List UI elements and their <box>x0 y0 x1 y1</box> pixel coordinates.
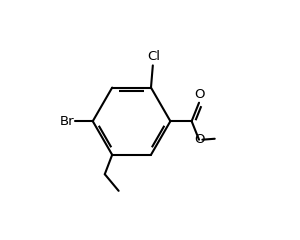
Text: O: O <box>194 133 205 146</box>
Text: Cl: Cl <box>147 50 160 63</box>
Text: Br: Br <box>60 115 74 128</box>
Text: O: O <box>194 88 205 101</box>
